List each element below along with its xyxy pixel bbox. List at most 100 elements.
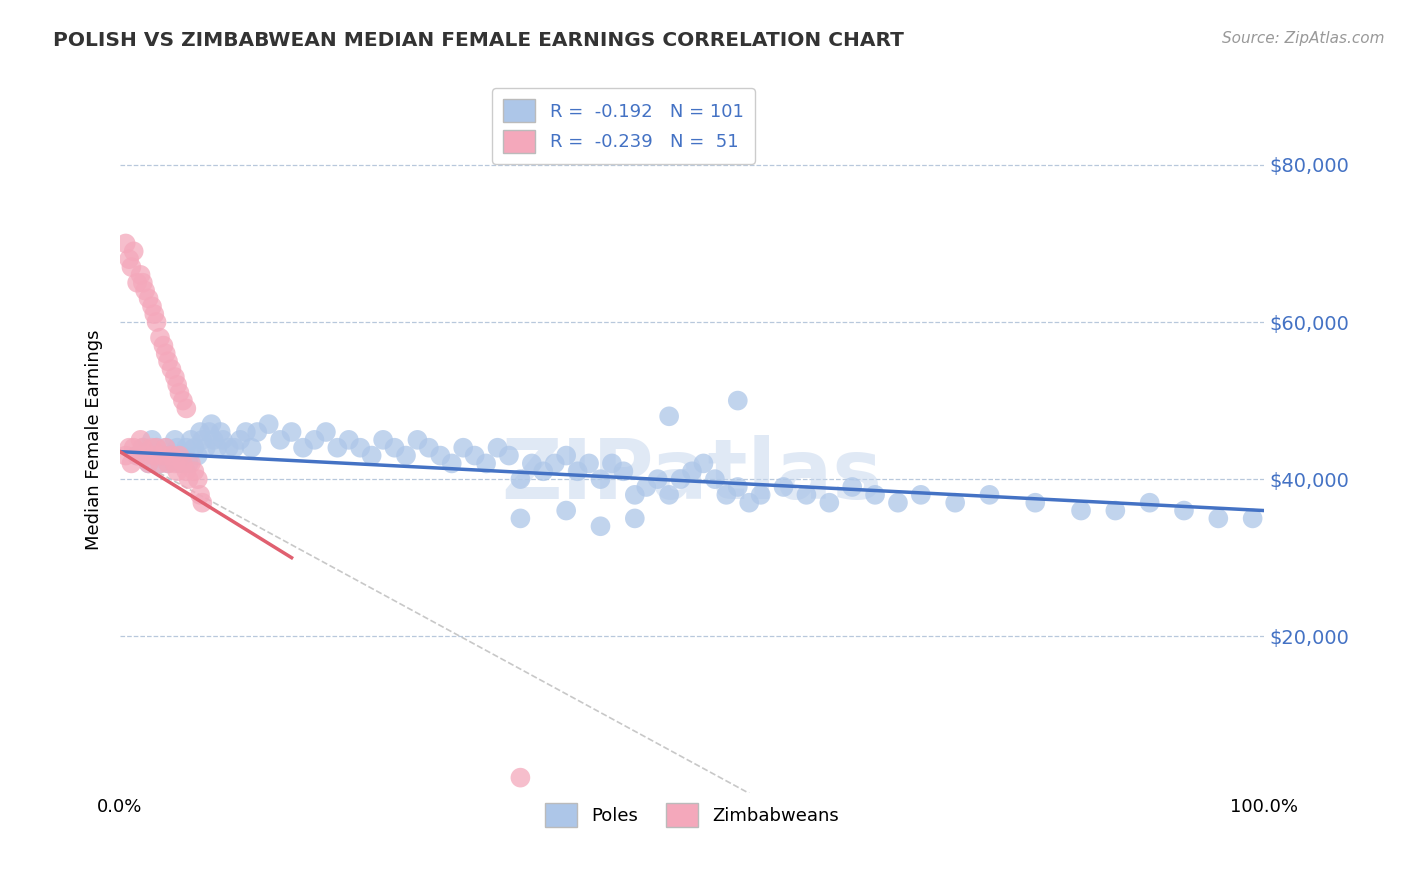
Point	[749, 488, 772, 502]
Point	[138, 457, 160, 471]
Point	[187, 472, 209, 486]
Point	[555, 503, 578, 517]
Point	[589, 519, 612, 533]
Point	[114, 449, 136, 463]
Point	[647, 472, 669, 486]
Point	[132, 276, 155, 290]
Point	[157, 457, 180, 471]
Point	[149, 331, 172, 345]
Point	[118, 252, 141, 267]
Point	[143, 449, 166, 463]
Point	[269, 433, 291, 447]
Point	[176, 441, 198, 455]
Point	[418, 441, 440, 455]
Point	[498, 449, 520, 463]
Point	[141, 299, 163, 313]
Point	[818, 496, 841, 510]
Point	[160, 449, 183, 463]
Point	[531, 464, 554, 478]
Point	[600, 457, 623, 471]
Text: POLISH VS ZIMBABWEAN MEDIAN FEMALE EARNINGS CORRELATION CHART: POLISH VS ZIMBABWEAN MEDIAN FEMALE EARNI…	[53, 31, 904, 50]
Point	[624, 488, 647, 502]
Point	[292, 441, 315, 455]
Point	[169, 457, 191, 471]
Point	[120, 260, 142, 274]
Point	[177, 472, 200, 486]
Point	[155, 346, 177, 360]
Point	[224, 441, 246, 455]
Point	[166, 464, 188, 478]
Point	[703, 472, 725, 486]
Point	[183, 441, 205, 455]
Point	[132, 441, 155, 455]
Point	[166, 377, 188, 392]
Point	[315, 425, 337, 439]
Point	[209, 425, 232, 439]
Point	[191, 433, 214, 447]
Point	[1208, 511, 1230, 525]
Point	[371, 433, 394, 447]
Point	[349, 441, 371, 455]
Point	[738, 496, 761, 510]
Y-axis label: Median Female Earnings: Median Female Earnings	[86, 330, 103, 550]
Point	[280, 425, 302, 439]
Point	[180, 433, 202, 447]
Point	[172, 449, 194, 463]
Point	[567, 464, 589, 478]
Point	[1241, 511, 1264, 525]
Point	[887, 496, 910, 510]
Point	[172, 393, 194, 408]
Point	[636, 480, 658, 494]
Point	[176, 401, 198, 416]
Point	[544, 457, 567, 471]
Point	[143, 449, 166, 463]
Point	[304, 433, 326, 447]
Point	[578, 457, 600, 471]
Point	[451, 441, 474, 455]
Point	[326, 441, 349, 455]
Point	[160, 449, 183, 463]
Point	[716, 488, 738, 502]
Point	[145, 315, 167, 329]
Point	[166, 441, 188, 455]
Point	[134, 449, 156, 463]
Point	[149, 457, 172, 471]
Point	[1173, 503, 1195, 517]
Point	[198, 425, 221, 439]
Point	[200, 417, 222, 431]
Point	[122, 244, 145, 259]
Point	[188, 488, 211, 502]
Point	[589, 472, 612, 486]
Point	[475, 457, 498, 471]
Legend: Poles, Zimbabweans: Poles, Zimbabweans	[537, 797, 846, 834]
Point	[138, 292, 160, 306]
Point	[658, 409, 681, 424]
Point	[943, 496, 966, 510]
Point	[180, 457, 202, 471]
Point	[464, 449, 486, 463]
Point	[240, 441, 263, 455]
Point	[509, 771, 531, 785]
Point	[1024, 496, 1046, 510]
Point	[669, 472, 692, 486]
Point	[160, 362, 183, 376]
Point	[127, 276, 149, 290]
Point	[796, 488, 818, 502]
Point	[205, 441, 228, 455]
Point	[406, 433, 429, 447]
Point	[1139, 496, 1161, 510]
Point	[555, 449, 578, 463]
Point	[429, 449, 451, 463]
Point	[395, 449, 418, 463]
Point	[177, 457, 200, 471]
Point	[979, 488, 1001, 502]
Point	[143, 307, 166, 321]
Point	[229, 433, 252, 447]
Point	[118, 441, 141, 455]
Point	[169, 449, 191, 463]
Point	[152, 449, 174, 463]
Point	[910, 488, 932, 502]
Point	[202, 433, 225, 447]
Point	[218, 441, 240, 455]
Point	[163, 433, 186, 447]
